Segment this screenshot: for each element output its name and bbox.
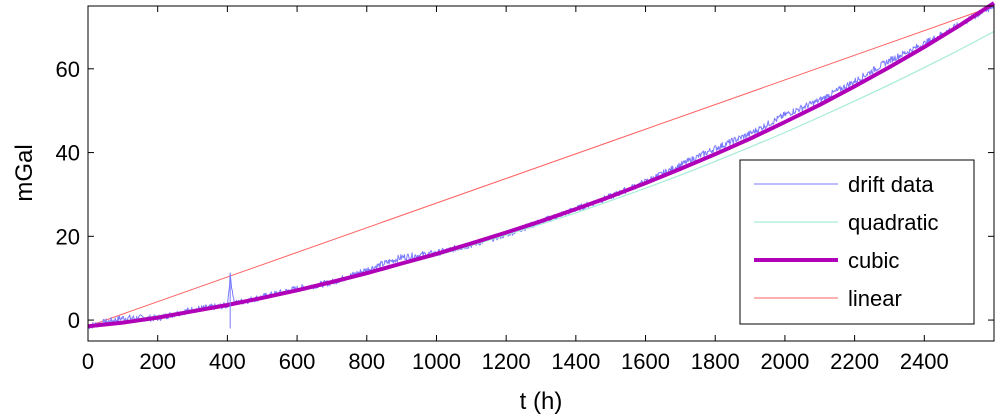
legend-label-linear: linear <box>848 286 902 311</box>
y-tick-label: 20 <box>56 224 80 249</box>
x-tick-label: 1000 <box>412 349 461 374</box>
legend-label-quadratic: quadratic <box>848 210 939 235</box>
x-tick-label: 200 <box>139 349 176 374</box>
legend-label-drift-data: drift data <box>848 172 934 197</box>
series-line-cubic <box>87 1 996 329</box>
x-tick-label: 1800 <box>691 349 740 374</box>
x-axis-label: t (h) <box>520 388 563 415</box>
x-tick-label: 1200 <box>482 349 531 374</box>
legend-box <box>739 159 975 325</box>
x-tick-label: 1600 <box>621 349 670 374</box>
x-tick-label: 0 <box>82 349 94 374</box>
legend: drift data quadratic cubic linear <box>739 159 975 325</box>
x-tick-label: 600 <box>279 349 316 374</box>
x-tick-label: 2400 <box>900 349 949 374</box>
x-tick-label: 400 <box>209 349 246 374</box>
x-tick-label: 2200 <box>830 349 879 374</box>
series-layer <box>87 1 996 330</box>
y-tick-label: 40 <box>56 141 80 166</box>
plot-frame <box>87 5 995 342</box>
x-tick-label: 800 <box>348 349 385 374</box>
y-tick-label: 0 <box>68 308 80 333</box>
x-tick-label: 1400 <box>551 349 600 374</box>
ticks-layer: 0 200 400 600 800 1000 1200 1400 1600 1800 2000 220… <box>56 6 994 374</box>
legend-label-cubic: cubic <box>848 248 899 273</box>
x-tick-label: 2000 <box>760 349 809 374</box>
y-axis-label: mGal <box>11 144 38 201</box>
y-tick-label: 60 <box>56 57 80 82</box>
series-line-linear <box>87 5 995 327</box>
